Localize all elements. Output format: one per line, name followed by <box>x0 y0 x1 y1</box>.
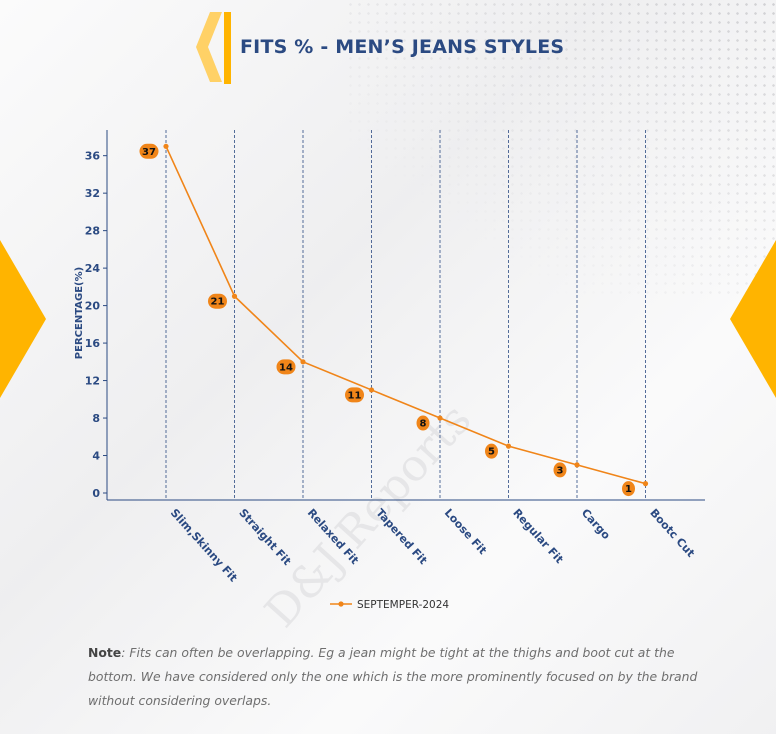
note-label: Note <box>88 645 122 660</box>
x-tick-label: Regular Fit <box>510 506 566 566</box>
y-tick-label: 4 <box>92 450 100 463</box>
data-label: 3 <box>557 465 564 476</box>
data-point <box>368 387 375 393</box>
series-line <box>165 145 646 485</box>
y-tick-label: 0 <box>92 487 100 500</box>
x-tick-label: Slim,Skinny Fit <box>168 506 240 584</box>
data-label: 5 <box>488 447 495 458</box>
legend-label: SEPTEMPER-2024 <box>357 599 449 611</box>
axes <box>106 130 705 501</box>
x-tick-label: Loose Fit <box>442 506 489 557</box>
y-tick-label: 12 <box>85 375 100 388</box>
dot-pattern-decoration <box>346 0 776 300</box>
data-label-bubble <box>208 293 227 309</box>
data-point <box>300 359 306 365</box>
legend-swatch-point <box>338 601 344 607</box>
data-label: 8 <box>420 419 427 430</box>
y-tick-label: 24 <box>85 262 101 275</box>
y-tick-label: 36 <box>85 150 101 163</box>
data-point <box>574 462 580 468</box>
title-chevron-icon <box>196 12 222 82</box>
y-tick-label: 8 <box>92 412 100 425</box>
x-tick-label: Cargo <box>579 506 613 542</box>
y-tick-labels: 0 4 8 12 16 20 24 28 32 36 <box>85 150 107 500</box>
x-tick-label: Bootc Cut <box>647 506 697 559</box>
data-point <box>505 443 512 449</box>
title-accent-bar <box>224 12 231 84</box>
data-point <box>642 481 649 487</box>
data-point <box>437 415 443 421</box>
data-label: 11 <box>348 390 362 401</box>
data-label: 37 <box>142 147 156 158</box>
data-label-bubble <box>139 143 159 159</box>
grid-lines <box>165 130 646 500</box>
data-point <box>163 143 169 149</box>
data-label-bubble <box>553 462 567 478</box>
data-label-bubble <box>416 415 430 431</box>
data-label: 1 <box>625 484 632 495</box>
y-axis-label: PERCENTAGE(%) <box>74 267 85 359</box>
y-tick-label: 28 <box>85 225 100 238</box>
data-label-bubble <box>345 387 364 403</box>
y-tick-label: 32 <box>85 187 100 200</box>
data-label-bubble <box>622 481 635 497</box>
data-point <box>231 293 238 299</box>
page-title: FITS % - MEN’S JEANS STYLES <box>240 36 565 58</box>
data-label-bubble <box>276 359 296 375</box>
legend: SEPTEMPER-2024 <box>330 599 449 611</box>
data-label-bubble <box>485 443 498 459</box>
note-body: : Fits can often be overlapping. Eg a je… <box>88 645 698 708</box>
data-label: 14 <box>279 362 293 373</box>
data-labels: 37 21 14 11 8 5 3 1 <box>139 143 635 497</box>
series-layer <box>163 143 649 487</box>
data-label: 21 <box>211 297 225 308</box>
note-text: Note: Fits can often be overlapping. Eg … <box>88 641 708 713</box>
y-tick-label: 20 <box>85 300 101 313</box>
x-tick-label: Straight Fit <box>236 506 293 568</box>
y-tick-label: 16 <box>85 337 101 350</box>
